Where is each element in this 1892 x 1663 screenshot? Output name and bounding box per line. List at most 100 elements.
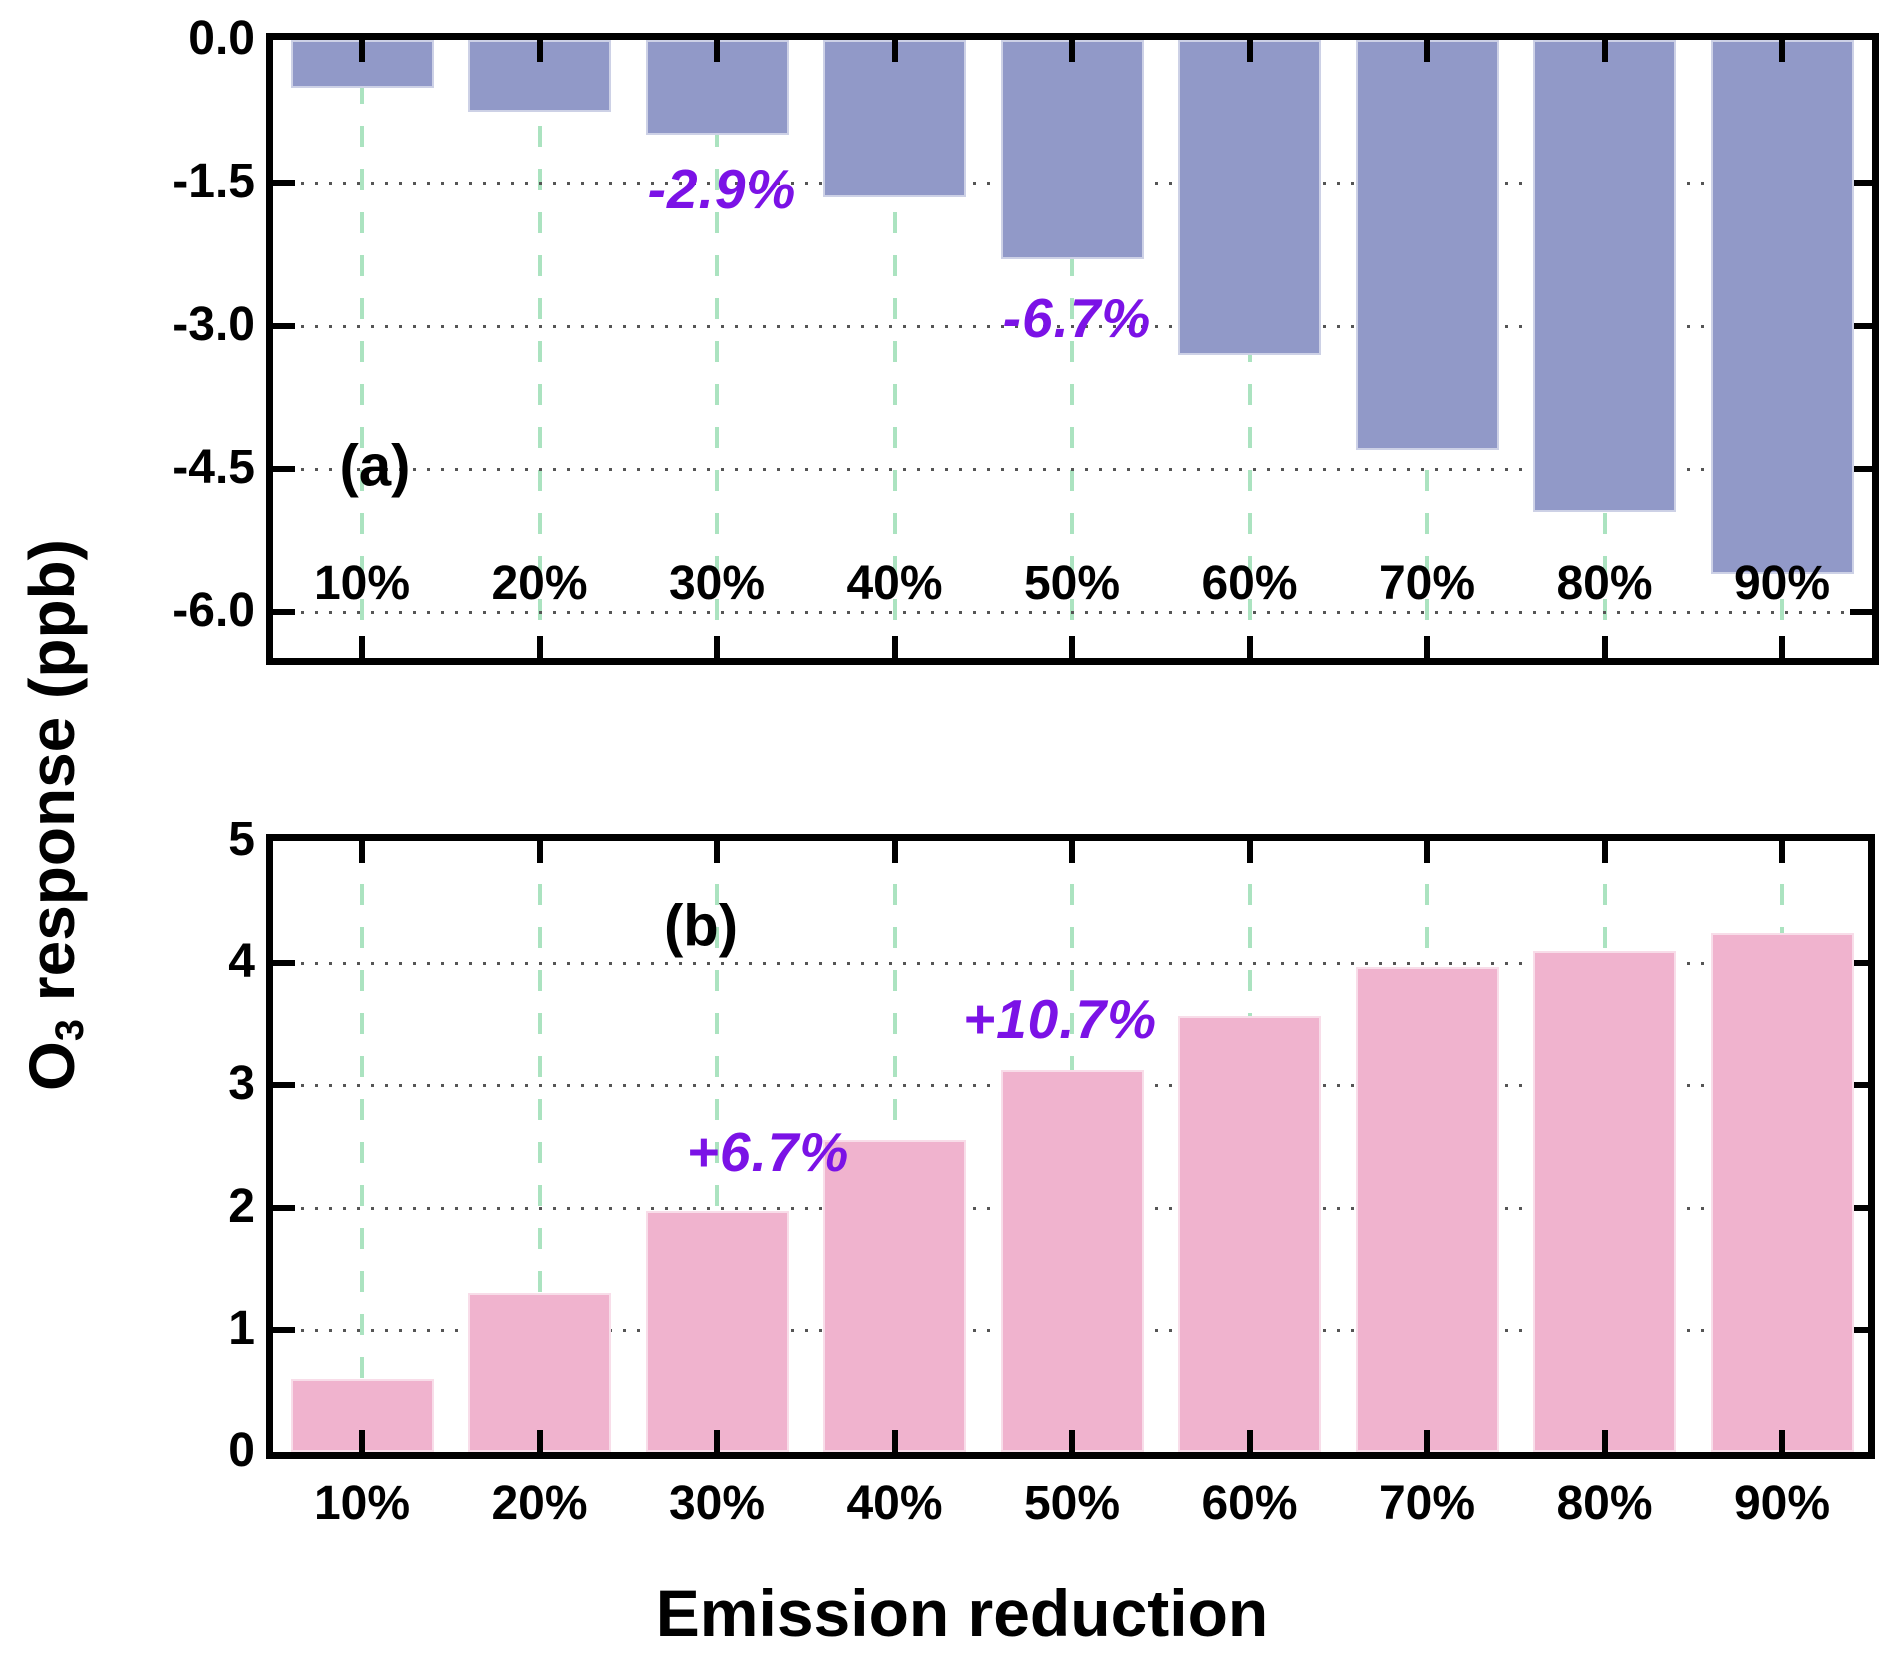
x-tick-bottom-60% (1246, 1430, 1253, 1452)
bar-b-40% (823, 1140, 966, 1452)
horizontal-gridline--6.0 (273, 611, 1872, 614)
y-tick-label-4: 4 (228, 935, 255, 989)
x-tick-bottom-40% (891, 1430, 898, 1452)
x-tick-top-70% (1424, 40, 1430, 62)
x-tick-bottom-80% (1601, 1430, 1608, 1452)
vertical-gridline-10% (360, 841, 364, 1452)
x-tick-top-20% (536, 841, 543, 863)
x-tick-label-a-20%: 20% (491, 557, 588, 610)
x-tick-top-40% (891, 40, 898, 62)
x-tick-bottom-20% (536, 636, 543, 658)
y-tick-left--1.5 (273, 180, 295, 186)
bar-a-40% (823, 40, 966, 198)
vertical-gridline-20% (537, 40, 542, 658)
y-tick-right-3 (1846, 1082, 1868, 1089)
x-tick-top-80% (1601, 40, 1608, 62)
y-tick-left-2 (273, 1204, 295, 1211)
x-tick-top-10% (359, 841, 365, 863)
x-tick-label-b-80%: 80% (1556, 1477, 1653, 1530)
y-tick-right-1 (1846, 1326, 1868, 1333)
x-tick-label-b-50%: 50% (1023, 1477, 1121, 1530)
y-tick-label-3: 3 (228, 1057, 255, 1111)
x-tick-top-90% (1779, 841, 1785, 863)
x-tick-label-a-30%: 30% (668, 557, 766, 610)
y-tick-label-0.0: 0.0 (188, 12, 255, 65)
x-tick-label-b-40%: 40% (846, 1477, 943, 1530)
bar-b-60% (1178, 1015, 1321, 1452)
x-tick-label-a-10%: 10% (313, 557, 411, 610)
bar-a-50% (1000, 40, 1144, 260)
y-tick-label--6.0: -6.0 (172, 584, 255, 637)
annotation-minus-2-9-pct: -2.9% (647, 158, 797, 220)
horizontal-gridline--4.5 (273, 468, 1872, 471)
panel-a-plot (266, 33, 1879, 665)
x-tick-top-50% (1069, 841, 1075, 863)
bar-b-90% (1710, 932, 1854, 1452)
y-axis-title-prefix: O (16, 1041, 88, 1091)
bar-a-80% (1533, 40, 1676, 512)
x-tick-bottom-30% (714, 1430, 720, 1452)
panel-a-plot-area (273, 40, 1872, 658)
x-tick-bottom-40% (891, 636, 898, 658)
vertical-gridline-10% (360, 40, 364, 658)
x-axis-title: Emission reduction (655, 1576, 1269, 1650)
y-tick-right--6.0 (1850, 609, 1872, 615)
bar-b-80% (1533, 950, 1676, 1452)
x-tick-label-a-60%: 60% (1201, 557, 1298, 610)
y-tick-left--6.0 (273, 609, 295, 615)
x-tick-top-80% (1601, 841, 1608, 863)
bar-b-70% (1355, 966, 1499, 1452)
x-tick-label-b-30%: 30% (668, 1477, 766, 1530)
panel-b-plot-area (273, 841, 1868, 1452)
x-tick-bottom-60% (1246, 636, 1253, 658)
y-tick-left--4.5 (273, 466, 295, 472)
x-tick-top-30% (714, 40, 720, 62)
y-axis-title-rest: response (ppb) (16, 539, 88, 1020)
x-tick-label-a-40%: 40% (846, 557, 943, 610)
x-tick-label-b-60%: 60% (1201, 1477, 1298, 1530)
y-tick-left--3.0 (273, 323, 295, 329)
x-tick-bottom-90% (1779, 1430, 1785, 1452)
bar-a-70% (1355, 40, 1499, 450)
vertical-gridline-20% (537, 841, 542, 1452)
horizontal-gridline--3.0 (273, 325, 1872, 328)
y-tick-right--3.0 (1850, 323, 1872, 329)
x-tick-bottom-50% (1069, 636, 1075, 658)
x-tick-label-b-20%: 20% (491, 1477, 588, 1530)
x-tick-label-a-70%: 70% (1378, 557, 1476, 610)
bar-a-60% (1178, 40, 1321, 355)
y-tick-label-0: 0 (228, 1424, 255, 1477)
y-tick-label-2: 2 (228, 1179, 255, 1233)
bar-b-30% (645, 1211, 789, 1452)
panel-b-letter: (b) (663, 893, 739, 959)
x-tick-top-50% (1069, 40, 1075, 62)
y-tick-left-4 (273, 960, 295, 967)
y-tick-label--3.0: -3.0 (172, 298, 255, 351)
x-tick-bottom-10% (359, 1430, 365, 1452)
x-tick-top-20% (536, 40, 543, 62)
y-axis-title-subscript: 3 (47, 1019, 92, 1042)
y-tick-label--1.5: -1.5 (172, 155, 255, 208)
annotation-minus-6-7-pct: -6.7% (1002, 287, 1152, 349)
x-tick-bottom-80% (1601, 636, 1608, 658)
x-tick-top-90% (1779, 40, 1785, 62)
x-tick-bottom-90% (1779, 636, 1785, 658)
annotation-plus-10-7-pct: +10.7% (962, 988, 1158, 1050)
x-tick-label-b-10%: 10% (313, 1477, 411, 1530)
x-tick-top-30% (714, 841, 720, 863)
y-tick-right--4.5 (1850, 466, 1872, 472)
bar-b-20% (468, 1293, 611, 1452)
y-axis-title: O3 response (ppb) (15, 539, 92, 1091)
x-tick-label-a-90%: 90% (1733, 557, 1831, 610)
x-tick-top-40% (891, 841, 898, 863)
y-tick-right-4 (1846, 960, 1868, 967)
bar-a-90% (1710, 40, 1854, 574)
x-tick-top-10% (359, 40, 365, 62)
vertical-gridline-30% (715, 40, 719, 658)
x-tick-bottom-20% (536, 1430, 543, 1452)
x-tick-bottom-50% (1069, 1430, 1075, 1452)
x-tick-label-b-70%: 70% (1378, 1477, 1476, 1530)
y-tick-label-1: 1 (228, 1301, 255, 1355)
vertical-gridline-50% (1070, 40, 1074, 658)
panel-a-letter: (a) (339, 433, 411, 499)
